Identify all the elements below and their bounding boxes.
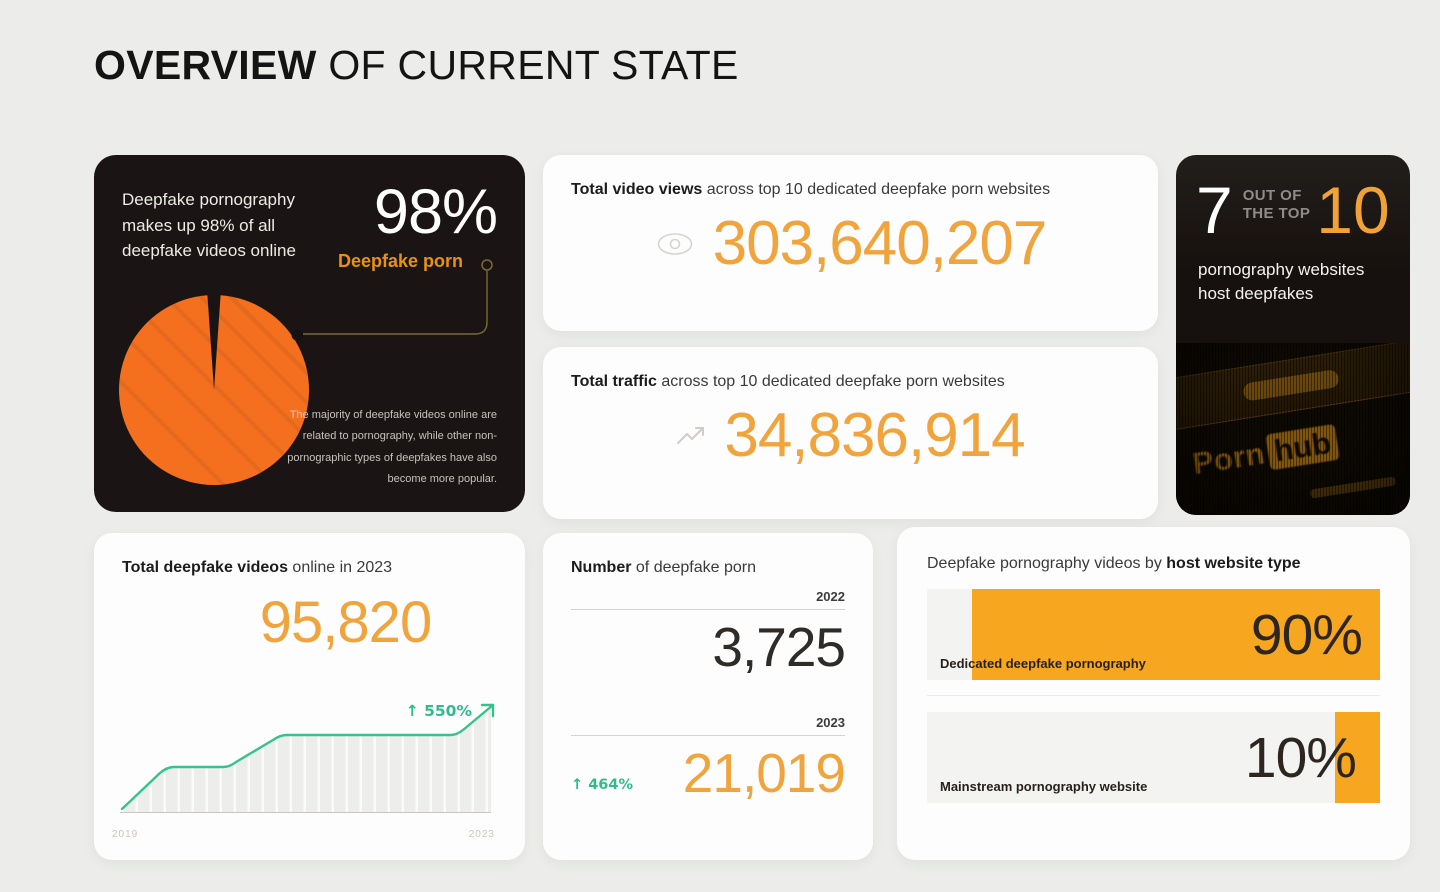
bar-divider xyxy=(927,695,1380,696)
trend-line xyxy=(120,703,495,811)
page-title-bold: OVERVIEW xyxy=(94,42,317,88)
growth-value: 95,820 xyxy=(259,590,432,655)
year-label-2022: 2022 xyxy=(816,589,845,604)
bar-mainstream-value: 10% xyxy=(1244,725,1357,790)
number-heading-bold: Number xyxy=(571,559,632,576)
pie-statement: Deepfake pornography makes up 98% of all… xyxy=(122,190,296,260)
bar-mainstream-track: 10% Mainstream pornography website xyxy=(927,712,1380,803)
video-views-heading: Total video views across top 10 dedicate… xyxy=(571,181,1130,199)
value-2023: 21,019 xyxy=(682,742,846,805)
screenshot-scanlines xyxy=(1176,343,1410,515)
number-heading: Number of deepfake porn xyxy=(571,559,845,577)
traffic-heading: Total traffic across top 10 dedicated de… xyxy=(571,373,1130,391)
host-heading: Deepfake pornography videos by host webs… xyxy=(927,555,1380,573)
trend-arrowhead xyxy=(480,703,495,718)
top10-connector-line2: THE TOP xyxy=(1242,205,1311,222)
traffic-value: 34,836,914 xyxy=(724,401,1025,470)
area-fill xyxy=(122,707,491,812)
pornhub-screenshot: Porn hub xyxy=(1176,343,1410,515)
traffic-heading-rest: across top 10 dedicated deepfake porn we… xyxy=(656,373,1005,390)
trend-up-icon xyxy=(677,427,705,444)
rule-2023 xyxy=(571,735,845,737)
bar-dedicated-label: Dedicated deepfake pornography xyxy=(940,656,1146,671)
callout-dot xyxy=(291,329,303,341)
pie-hatch-texture xyxy=(119,295,309,485)
growth-card: Total deepfake videos online in 2023 95,… xyxy=(94,533,525,860)
pie-value-label: Deepfake porn xyxy=(337,251,463,271)
bar-dedicated-fill xyxy=(972,589,1380,680)
growth-heading-bold: Total deepfake videos xyxy=(122,559,288,576)
top10-caption: pornography websites host deepfakes xyxy=(1198,259,1365,304)
video-views-value: 303,640,207 xyxy=(712,209,1048,278)
page-title-rest: OF CURRENT STATE xyxy=(316,42,739,88)
number-heading-rest: of deepfake porn xyxy=(631,559,756,576)
top10-numerator: 7 xyxy=(1196,173,1233,247)
year-label-2023: 2023 xyxy=(816,715,845,731)
traffic-card: Total traffic across top 10 dedicated de… xyxy=(543,347,1158,519)
growth-line-chart: ↑ 550% 2019 2023 xyxy=(110,701,497,840)
bar-mainstream-fill xyxy=(1334,712,1380,803)
top10-ratio: 7 OUT OF THE TOP 10 xyxy=(1176,155,1410,247)
video-views-card: Total video views across top 10 dedicate… xyxy=(543,155,1158,331)
video-views-heading-bold: Total video views xyxy=(571,181,703,198)
host-type-card: Deepfake pornography videos by host webs… xyxy=(897,527,1410,860)
bar-mainstream-label: Mainstream pornography website xyxy=(940,779,1148,794)
page-title: OVERVIEW OF CURRENT STATE xyxy=(94,42,739,89)
pie-note: The majority of deepfake videos online a… xyxy=(287,409,497,486)
x-axis-end: 2023 xyxy=(468,829,495,840)
eye-icon xyxy=(657,233,692,255)
traffic-heading-bold: Total traffic xyxy=(571,373,657,390)
top10-card: 7 OUT OF THE TOP 10 pornography websites… xyxy=(1176,155,1410,515)
growth-annotation: ↑ 550% xyxy=(406,702,473,720)
bar-dedicated-track: 90% Dedicated deepfake pornography xyxy=(927,589,1380,680)
callout-ring xyxy=(481,259,493,271)
top10-connector-line1: OUT OF xyxy=(1242,187,1302,204)
pie-slice-deepfake-porn xyxy=(119,295,309,485)
video-views-heading-rest: across top 10 dedicated deepfake porn we… xyxy=(702,181,1051,198)
growth-heading-rest: online in 2023 xyxy=(287,559,393,576)
growth-line-chart-svg: ↑ 550% xyxy=(120,702,495,813)
growth-annotation-2023: ↑ 464% xyxy=(571,776,633,793)
pie-card: Deepfake pornography makes up 98% of all… xyxy=(94,155,525,512)
value-2022: 3,725 xyxy=(712,616,846,678)
top10-denominator: 10 xyxy=(1316,173,1390,247)
growth-heading: Total deepfake videos online in 2023 xyxy=(122,559,497,577)
host-heading-rest: Deepfake pornography videos by xyxy=(927,555,1167,572)
pie-value: 98% xyxy=(373,177,498,247)
rule-2022 xyxy=(571,609,845,610)
x-axis-labels: 2019 2023 xyxy=(110,829,497,840)
x-axis-start: 2019 xyxy=(112,829,139,840)
top10-connector-text: OUT OF THE TOP xyxy=(1243,187,1311,223)
callout-line xyxy=(303,271,488,335)
bar-dedicated-value: 90% xyxy=(1250,602,1363,667)
pie-chart xyxy=(119,259,493,485)
host-heading-bold: host website type xyxy=(1166,555,1301,572)
number-card: Number of deepfake porn 2022 3,725 2023 … xyxy=(543,533,873,860)
